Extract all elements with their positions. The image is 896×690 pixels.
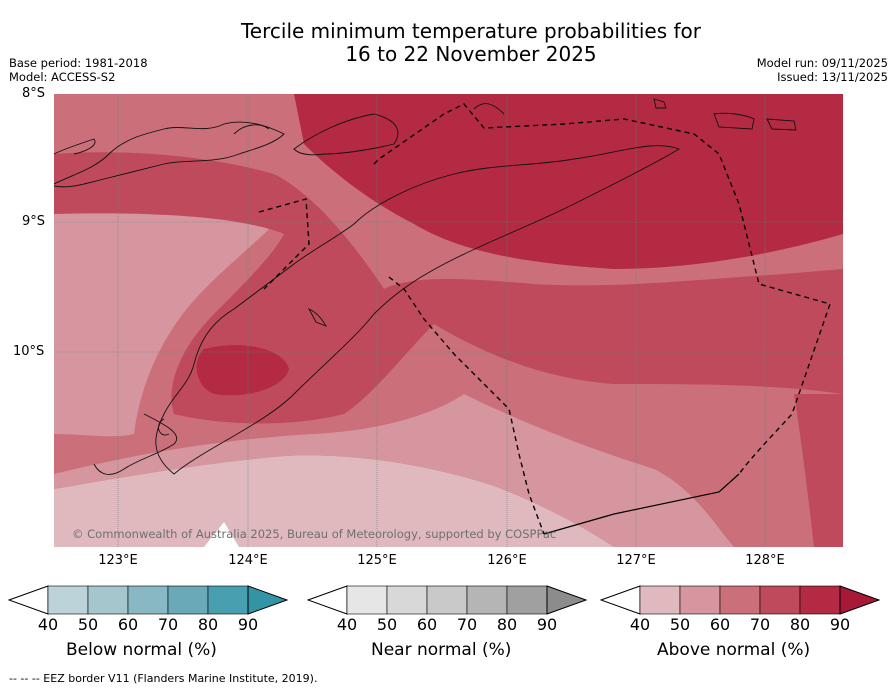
below-tick-70: 70	[157, 615, 179, 634]
lon-label-125e: 125°E	[357, 553, 397, 568]
near-swatch-50	[386, 585, 428, 615]
model-name: Model: ACCESS-S2	[9, 70, 116, 84]
lat-label-8s: 8°S	[22, 86, 46, 101]
lon-label-127e: 127°E	[616, 553, 656, 568]
above-extend-low	[600, 585, 641, 615]
above-extend-high	[839, 585, 881, 615]
above-tick-80: 80	[789, 615, 811, 634]
title-line-1: Tercile minimum temperature probabilitie…	[240, 19, 702, 43]
below-tick-50: 50	[77, 615, 99, 634]
below-swatch-60	[127, 585, 169, 615]
meta-left: Base period: 1981-2018 Model: ACCESS-S2	[9, 56, 148, 84]
eez-border	[258, 103, 831, 535]
shade-80-core	[294, 94, 843, 269]
shade-80-south	[196, 345, 289, 396]
below-swatch-50	[87, 585, 129, 615]
lon-label-126e: 126°E	[487, 553, 527, 568]
above-swatch-80	[799, 585, 841, 615]
near-swatch-70	[466, 585, 508, 615]
above-swatch-50	[679, 585, 721, 615]
map-title: Tercile minimum temperature probabilitie…	[0, 20, 896, 66]
colorbar-below-segments	[8, 585, 289, 615]
near-normal-title: Near normal (%)	[371, 640, 512, 660]
near-tick-40: 40	[336, 615, 358, 634]
lon-label-124e: 124°E	[228, 553, 268, 568]
near-swatch-80	[506, 585, 548, 615]
below-tick-40: 40	[37, 615, 59, 634]
near-extend-high	[546, 585, 588, 615]
below-extend-low	[8, 585, 49, 615]
near-swatch-60	[426, 585, 468, 615]
meta-right: Model run: 09/11/2025 Issued: 13/11/2025	[757, 56, 888, 84]
colorbar-above-segments	[600, 585, 881, 615]
near-tick-70: 70	[456, 615, 478, 634]
colorbar-below	[8, 585, 289, 615]
lat-label-10s: 10°S	[13, 344, 45, 359]
above-tick-50: 50	[669, 615, 691, 634]
above-normal-title: Above normal (%)	[657, 640, 811, 660]
above-swatch-60	[719, 585, 761, 615]
graticule	[54, 94, 843, 547]
below-tick-80: 80	[197, 615, 219, 634]
near-tick-60: 60	[416, 615, 438, 634]
eez-footnote: -- -- -- EEZ border V11 (Flanders Marine…	[9, 672, 318, 685]
probability-map: © Commonwealth of Australia 2025, Bureau…	[54, 94, 843, 547]
near-swatch-40	[346, 585, 388, 615]
issued-date: Issued: 13/11/2025	[777, 70, 888, 84]
shade-40-south	[54, 455, 614, 547]
lon-label-128e: 128°E	[745, 553, 785, 568]
copyright-note: © Commonwealth of Australia 2025, Bureau…	[72, 527, 556, 541]
near-tick-80: 80	[496, 615, 518, 634]
below-tick-60: 60	[117, 615, 139, 634]
near-extend-low	[307, 585, 348, 615]
colorbar-near	[307, 585, 588, 615]
eez-solid-segment	[543, 473, 740, 535]
base-period: Base period: 1981-2018	[9, 56, 148, 70]
above-tick-60: 60	[709, 615, 731, 634]
near-tick-90: 90	[536, 615, 558, 634]
above-tick-90: 90	[829, 615, 851, 634]
lon-label-123e: 123°E	[98, 553, 138, 568]
near-tick-50: 50	[376, 615, 398, 634]
below-tick-90: 90	[237, 615, 259, 634]
lat-label-9s: 9°S	[22, 214, 46, 229]
below-normal-title: Below normal (%)	[66, 640, 217, 660]
below-swatch-40	[47, 585, 89, 615]
below-extend-high	[247, 585, 289, 615]
below-swatch-70	[167, 585, 209, 615]
map-notch	[204, 522, 239, 547]
shade-50-west	[54, 207, 269, 437]
shade-east-band	[794, 394, 843, 547]
above-tick-40: 40	[629, 615, 651, 634]
shade-50-south	[54, 394, 734, 547]
coastlines	[54, 98, 797, 475]
above-swatch-70	[759, 585, 801, 615]
below-swatch-80	[207, 585, 249, 615]
model-run: Model run: 09/11/2025	[756, 56, 888, 70]
colorbar-near-segments	[307, 585, 588, 615]
above-swatch-40	[639, 585, 681, 615]
above-tick-70: 70	[749, 615, 771, 634]
title-line-2: 16 to 22 November 2025	[345, 42, 597, 66]
colorbar-above	[600, 585, 881, 615]
